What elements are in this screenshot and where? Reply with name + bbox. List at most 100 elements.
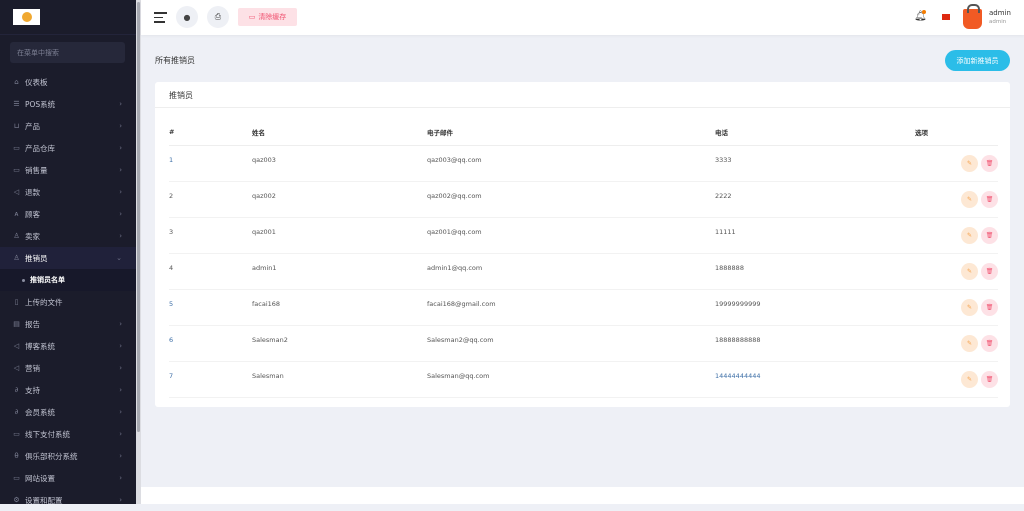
sidebar-item-2[interactable]: ⊔ 产品 › xyxy=(0,115,136,137)
delete-button[interactable]: 🗑︎ xyxy=(981,190,998,208)
edit-button[interactable]: ✎ xyxy=(961,190,978,208)
sidebar-subitem-salesman-list[interactable]: 推销员名单 xyxy=(0,269,136,291)
edit-button[interactable]: ✎ xyxy=(961,262,978,280)
page-title: 所有推销员 xyxy=(155,56,195,65)
edit-icon: ✎ xyxy=(966,340,973,347)
sidebar-item-16[interactable]: θ 俱乐部积分系统 › xyxy=(0,445,136,467)
globe-icon[interactable]: ● xyxy=(176,6,198,28)
delete-button[interactable]: 🗑︎ xyxy=(981,154,998,172)
sidebar-item-label: 退款 xyxy=(25,187,40,197)
sidebar-item-label: 线下支付系统 xyxy=(25,429,70,439)
delete-button[interactable]: 🗑︎ xyxy=(981,226,998,244)
sidebar-item-label: 推销员 xyxy=(25,253,48,263)
row-number: 1 xyxy=(169,145,252,182)
sidebar-item-17[interactable]: ▭ 网站设置 › xyxy=(0,467,136,489)
row-phone: 19999999999 xyxy=(715,289,915,326)
sidebar-item-0[interactable]: ⌂ 仪表板 xyxy=(0,71,136,93)
edit-icon: ✎ xyxy=(966,232,973,239)
edit-icon: ✎ xyxy=(966,376,973,383)
edit-button[interactable]: ✎ xyxy=(961,334,978,352)
sidebar-item-label: 支持 xyxy=(25,385,40,395)
trash-icon: 🗑︎ xyxy=(985,376,994,383)
table-row: 1 qaz003 qaz003@qq.com 3333 ✎ 🗑︎ xyxy=(169,145,998,182)
sidebar-item-label: 产品 xyxy=(25,121,40,131)
link-icon: ∂ xyxy=(14,408,19,416)
row-phone: 18888888888 xyxy=(715,325,915,362)
sidebar-item-label: 会员系统 xyxy=(25,407,55,417)
table-row: 4 admin1 admin1@qq.com 1888888 ✎ 🗑︎ xyxy=(169,253,998,290)
clear-cache-label: 清除缓存 xyxy=(258,13,287,21)
row-number: 2 xyxy=(169,181,252,218)
sidebar-item-6[interactable]: ᴀ 顾客 › xyxy=(0,203,136,225)
chevron-down-icon: ⌄ xyxy=(116,254,122,262)
row-phone: 14444444444 xyxy=(715,361,915,398)
row-name: qaz001 xyxy=(252,217,427,254)
sidebar-item-14[interactable]: ∂ 会员系统 › xyxy=(0,401,136,423)
salesman-card: 推销员 # 姓名 电子邮件 电话 选项 1 qaz003 qaz003@qq.com… xyxy=(155,82,1010,407)
col-phone: 电话 xyxy=(715,120,915,146)
row-number: 3 xyxy=(169,217,252,254)
edit-button[interactable]: ✎ xyxy=(961,154,978,172)
row-name: Salesman2 xyxy=(252,325,427,362)
chevron-right-icon: › xyxy=(119,144,122,152)
refund-icon: ◁ xyxy=(13,188,20,196)
gear-icon: ⚙ xyxy=(13,496,20,504)
chevron-right-icon: › xyxy=(119,452,122,460)
row-phone: 3333 xyxy=(715,145,915,182)
user-name[interactable]: admin xyxy=(989,9,1011,17)
sidebar-item-5[interactable]: ◁ 退款 › xyxy=(0,181,136,203)
table-row: 5 facai168 facai168@gmail.com 19999999999 ✎ 🗑… xyxy=(169,289,998,326)
sidebar-item-label: 设置和配置 xyxy=(25,495,63,505)
trash-icon: 🗑︎ xyxy=(985,340,994,347)
sidebar-menu: ⌂ 仪表板 ☰ POS系统 › ⊔ 产品 › ▭ 产品仓库 › ▭ 销售量 › ◁ 退款 › ᴀ 顾客 › ♙ 卖家 › ♙ 推… xyxy=(0,71,136,511)
chevron-right-icon: › xyxy=(119,342,122,350)
delete-button[interactable]: 🗑︎ xyxy=(981,370,998,388)
sidebar-item-label: 报告 xyxy=(25,319,40,329)
sidebar-item-label: 卖家 xyxy=(25,231,40,241)
sidebar-item-18[interactable]: ⚙ 设置和配置 › xyxy=(0,489,136,511)
user-icon: ♙ xyxy=(13,232,20,240)
menu-toggle-icon[interactable] xyxy=(154,12,167,26)
clear-cache-button[interactable]: ▭ 清除缓存 xyxy=(238,8,297,26)
bell-icon[interactable]: 🔔︎ xyxy=(914,11,927,22)
sidebar-item-label: 产品仓库 xyxy=(25,143,55,153)
printer-icon[interactable]: ⎙ xyxy=(207,6,229,28)
sidebar-item-label: 顾客 xyxy=(25,209,40,219)
delete-button[interactable]: 🗑︎ xyxy=(981,298,998,316)
sidebar-item-1[interactable]: ☰ POS系统 › xyxy=(0,93,136,115)
sidebar-item-15[interactable]: ▭ 线下支付系统 › xyxy=(0,423,136,445)
delete-button[interactable]: 🗑︎ xyxy=(981,334,998,352)
sidebar-item-13[interactable]: ∂ 支持 › xyxy=(0,379,136,401)
col-name: 姓名 xyxy=(252,120,427,146)
sidebar-item-4[interactable]: ▭ 销售量 › xyxy=(0,159,136,181)
row-phone: 2222 xyxy=(715,181,915,218)
sidebar-scrollbar[interactable] xyxy=(136,0,141,504)
chevron-right-icon: › xyxy=(119,210,122,218)
sidebar-item-3[interactable]: ▭ 产品仓库 › xyxy=(0,137,136,159)
edit-button[interactable]: ✎ xyxy=(961,298,978,316)
row-name: Salesman xyxy=(252,361,427,398)
row-name: admin1 xyxy=(252,253,427,290)
sidebar-item-label: 网站设置 xyxy=(25,473,55,483)
china-flag-icon[interactable] xyxy=(942,14,950,20)
menu-search-input[interactable]: 在菜单中搜索 xyxy=(10,42,125,63)
trash-icon: 🗑︎ xyxy=(985,196,994,203)
edit-button[interactable]: ✎ xyxy=(961,226,978,244)
delete-button[interactable]: 🗑︎ xyxy=(981,262,998,280)
table-row: 6 Salesman2 Salesman2@qq.com 18888888888 ✎ 🗑︎ xyxy=(169,325,998,362)
add-salesman-button[interactable]: 添加新推销员 xyxy=(945,50,1010,71)
sidebar-item-12[interactable]: ◁ 营销 › xyxy=(0,357,136,379)
sidebar-item-7[interactable]: ♙ 卖家 › xyxy=(0,225,136,247)
sidebar-item-9[interactable]: ▯ 上传的文件 xyxy=(0,291,136,313)
cart-icon: ⊔ xyxy=(13,122,20,130)
sidebar-item-10[interactable]: ▤ 报告 › xyxy=(0,313,136,335)
edit-button[interactable]: ✎ xyxy=(961,370,978,388)
chevron-right-icon: › xyxy=(119,232,122,240)
avatar[interactable] xyxy=(963,4,982,29)
warehouse-icon: ▭ xyxy=(13,144,20,152)
chevron-right-icon: › xyxy=(119,474,122,482)
sidebar-item-8[interactable]: ♙ 推销员 ⌄ xyxy=(0,247,136,269)
row-email: qaz003@qq.com xyxy=(427,145,715,182)
sidebar-item-11[interactable]: ◁ 博客系统 › xyxy=(0,335,136,357)
logo[interactable] xyxy=(13,9,40,25)
